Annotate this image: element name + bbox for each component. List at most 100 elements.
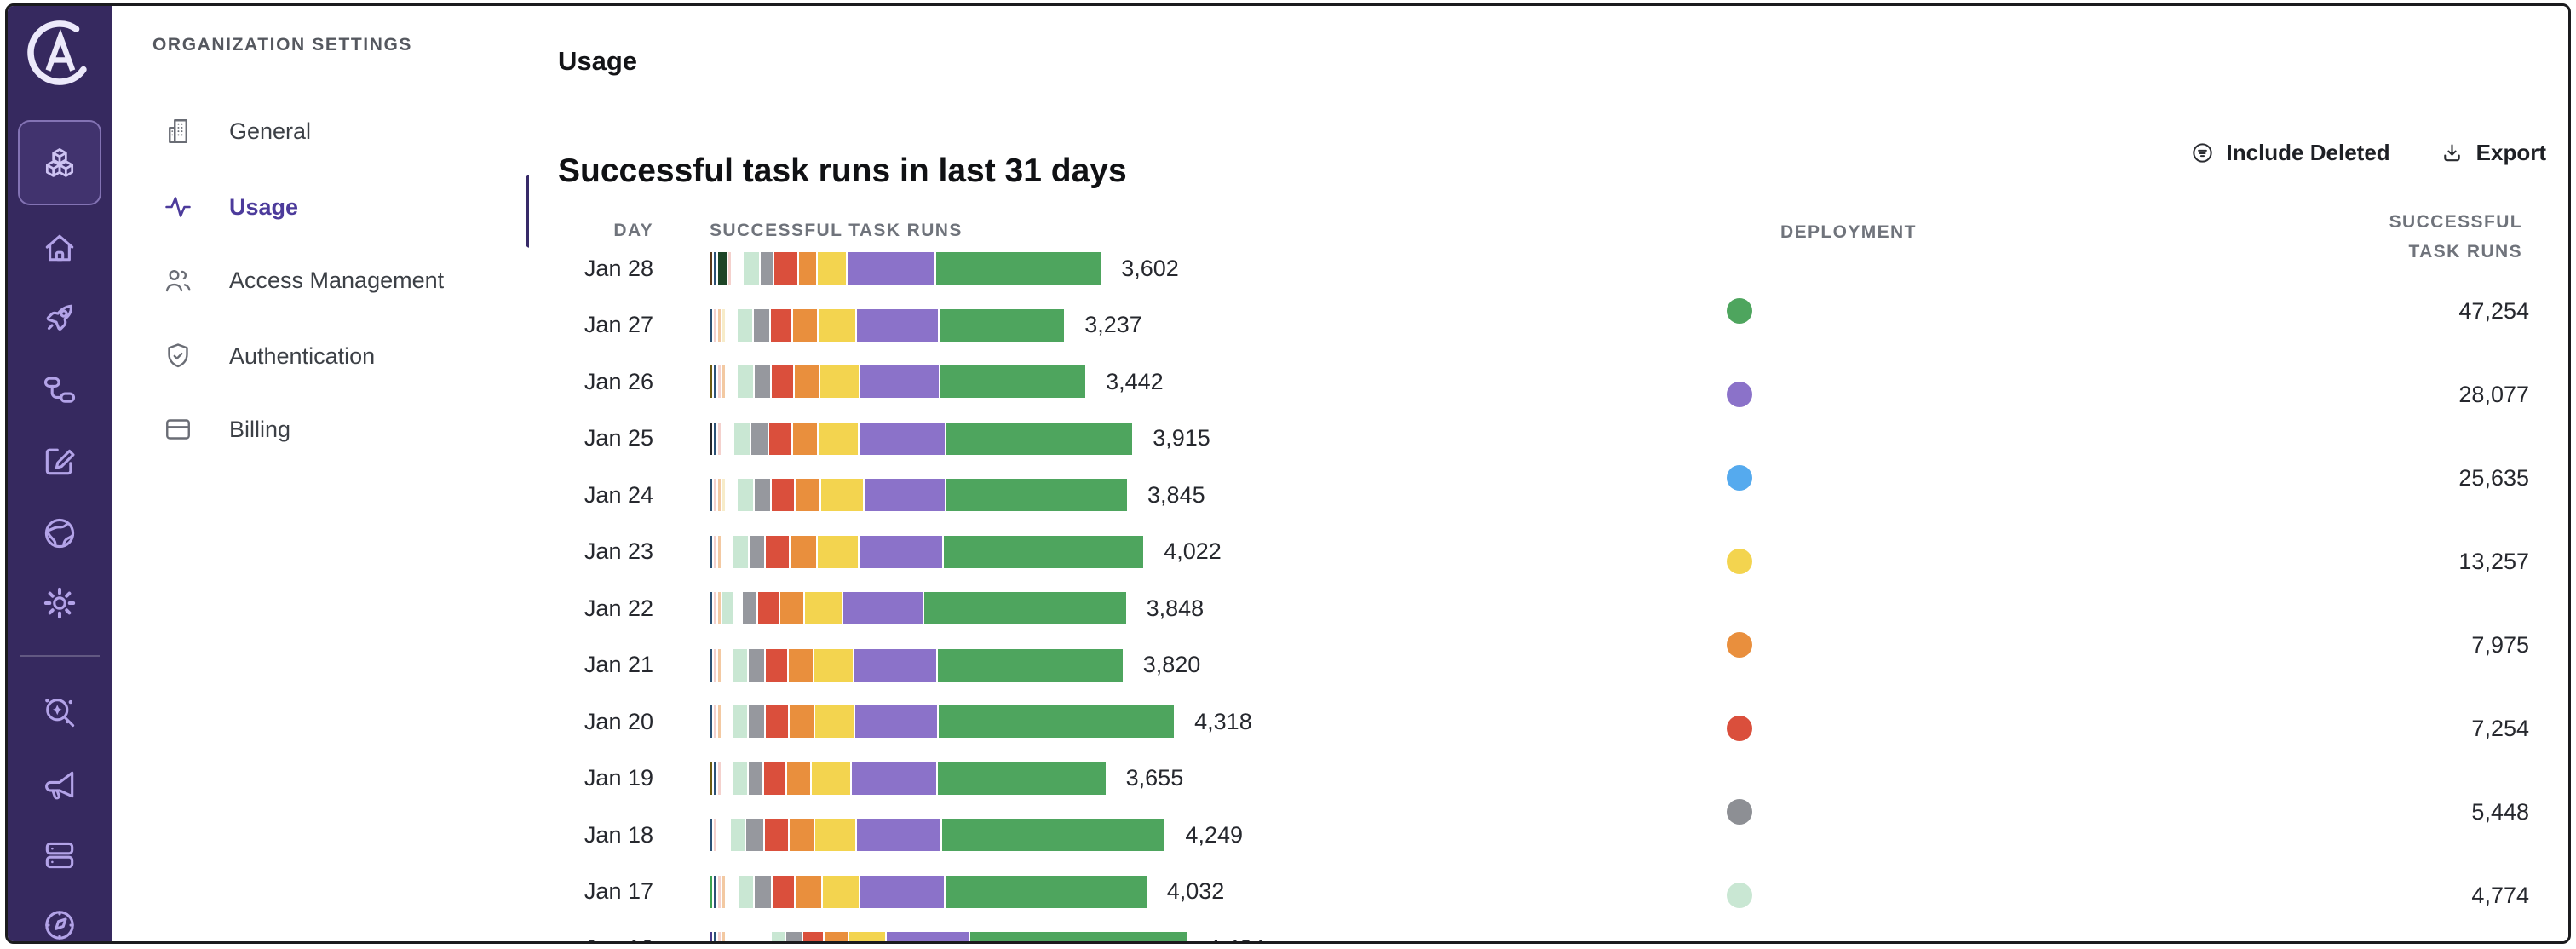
globe-icon[interactable] [41,515,78,552]
megaphone-icon[interactable] [41,766,78,803]
workflow-icon[interactable] [41,371,78,409]
stacked-bar [710,932,1188,941]
deployment-task-runs-value: 5,448 [2471,798,2529,825]
export-label: Export [2475,139,2546,165]
bar-segment [818,422,859,455]
bar-segment [743,252,759,285]
bar-segment [722,308,725,342]
deployment-color-dot [1727,465,1752,491]
table-row: Jan 22 3,848 [529,580,2568,637]
stacked-bar [710,422,1134,455]
bar-segment [796,875,821,908]
sidebar-item-billing[interactable]: Billing [112,404,531,455]
bar-segment [718,365,721,399]
bar-segment [722,932,725,941]
bar-segment [722,535,732,568]
settings-nav-title: ORGANIZATION SETTINGS [152,35,413,55]
bar-value: 3,820 [1142,652,1201,678]
table-row: Jan 25 3,915 [529,411,2568,468]
sparkle-search-icon[interactable] [41,693,78,731]
bar-segment [938,762,1106,795]
edit-icon[interactable] [41,442,78,480]
bar-segment [820,365,860,399]
stacked-bar [710,762,1107,795]
bar-segment [718,479,721,512]
bar-segment [718,648,721,682]
section-actions: Include Deleted Export [2190,134,2546,171]
export-button[interactable]: Export [2440,140,2546,166]
bar-segment [764,819,788,852]
sidebar-item-label: Access Management [229,267,445,293]
compass-icon[interactable] [41,906,78,941]
bar-segment [814,705,854,739]
deployment-color-dot [1727,883,1752,908]
stacked-bar [710,252,1102,285]
home-icon[interactable] [41,229,78,267]
bar-segment [789,648,814,682]
bar-segment [718,875,721,908]
bar-value: 4,022 [1164,538,1222,565]
bar-segment [821,479,863,512]
bar-segment [727,932,770,941]
sidebar-item-authentication[interactable]: Authentication [112,331,531,382]
sidebar-item-general[interactable]: General [112,106,531,157]
include-deleted-button[interactable]: Include Deleted [2190,140,2390,166]
bar-segment [940,308,1065,342]
bar-value: 4,318 [1194,708,1252,734]
bar-segment [718,535,721,568]
bar-segment [764,762,785,795]
stacked-bar [710,479,1129,512]
bar-segment [860,365,940,399]
bar-value: 3,655 [1125,765,1184,791]
stacked-bar [710,819,1166,852]
table-row: Jan 19 3,655 [529,751,2568,808]
rocket-icon[interactable] [41,299,78,336]
bar-segment [718,762,721,795]
bar-segment [771,308,792,342]
bar-segment [937,648,1123,682]
bar-segment [718,422,721,455]
stacked-bar [710,535,1145,568]
sidebar-item-label: Billing [229,416,291,442]
bar-value: 3,848 [1146,595,1205,621]
sidebar-item-access-management[interactable]: Access Management [112,255,531,306]
stacked-bar [710,875,1148,908]
app-sidebar [8,6,112,941]
bar-segment [710,252,713,285]
day-label: Jan 16 [529,935,653,941]
bar-segment [748,648,764,682]
bar-segment [818,308,856,342]
bar-segment [734,592,742,625]
sidebar-item-usage[interactable]: Usage [112,181,531,233]
bar-segment [924,592,1126,625]
bar-segment [718,932,721,941]
bar-segment [722,479,725,512]
sidebar-divider [20,655,100,657]
bar-segment [942,819,1165,852]
deployment-row: 28,077 [529,353,2568,436]
table-row: Jan 27 3,237 [529,297,2568,354]
bar-segment [825,932,848,941]
table-row: Jan 17 4,032 [529,864,2568,921]
bar-segment [791,535,816,568]
sidebar-item-organization[interactable] [18,120,101,205]
bar-segment [790,705,814,739]
day-label: Jan 23 [584,538,653,565]
day-label: Jan 26 [584,368,653,394]
stacked-bar [710,705,1176,739]
bar-value: 4,032 [1166,878,1225,905]
sidebar-item-label: General [229,118,312,144]
day-label: Jan 22 [584,595,653,621]
bar-segment [710,422,712,455]
deployment-task-runs-value: 25,635 [2458,464,2529,491]
bar-segment [714,365,716,399]
deployment-task-runs-value: 4,774 [2471,882,2529,908]
bar-segment [818,252,846,285]
bar-segment [815,819,856,852]
gear-icon[interactable] [41,584,78,622]
bar-segment [822,875,860,908]
deployment-color-dot [1727,632,1752,658]
stacked-cards-icon[interactable] [41,837,78,874]
bar-segment [722,592,733,625]
day-label: Jan 21 [584,652,653,678]
